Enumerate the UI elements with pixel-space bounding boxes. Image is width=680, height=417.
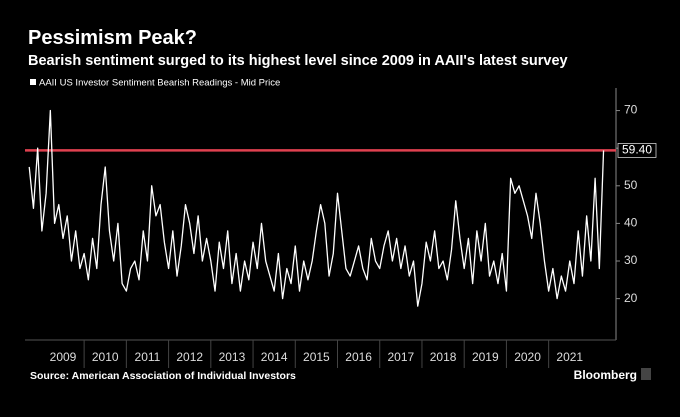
source: Source: American Association of Individu… — [30, 370, 296, 382]
y-tick-label: 70 — [624, 103, 638, 117]
x-tick-label: 2021 — [556, 350, 583, 364]
data-line — [28, 109, 605, 307]
x-tick-label: 2016 — [345, 350, 372, 364]
reference-label-box — [617, 143, 657, 158]
brand-icon — [641, 368, 651, 380]
brand: Bloomberg — [574, 368, 637, 382]
y-tick-label: 30 — [624, 253, 638, 267]
chart-title: Pessimism Peak? — [28, 27, 197, 49]
y-tick-label: 20 — [624, 291, 638, 305]
y-tick-label: 40 — [624, 216, 638, 230]
x-tick-label: 2019 — [472, 350, 499, 364]
x-tick-label: 2015 — [303, 350, 330, 364]
x-tick-label: 2009 — [50, 350, 77, 364]
x-tick-label: 2012 — [176, 350, 203, 364]
legend-swatch — [30, 79, 36, 85]
x-tick-label: 2020 — [514, 350, 541, 364]
chart-subtitle: Bearish sentiment surged to its highest … — [28, 53, 568, 69]
x-tick-label: 2017 — [387, 350, 414, 364]
x-tick-label: 2013 — [219, 350, 246, 364]
x-tick-label: 2011 — [135, 350, 161, 364]
reference-label: 59.40 — [622, 143, 652, 157]
x-tick-label: 2014 — [261, 350, 288, 364]
y-tick-label: 50 — [624, 178, 638, 192]
legend-label: AAII US Investor Sentiment Bearish Readi… — [39, 78, 280, 89]
x-tick-label: 2018 — [430, 350, 457, 364]
x-tick-label: 2010 — [92, 350, 119, 364]
